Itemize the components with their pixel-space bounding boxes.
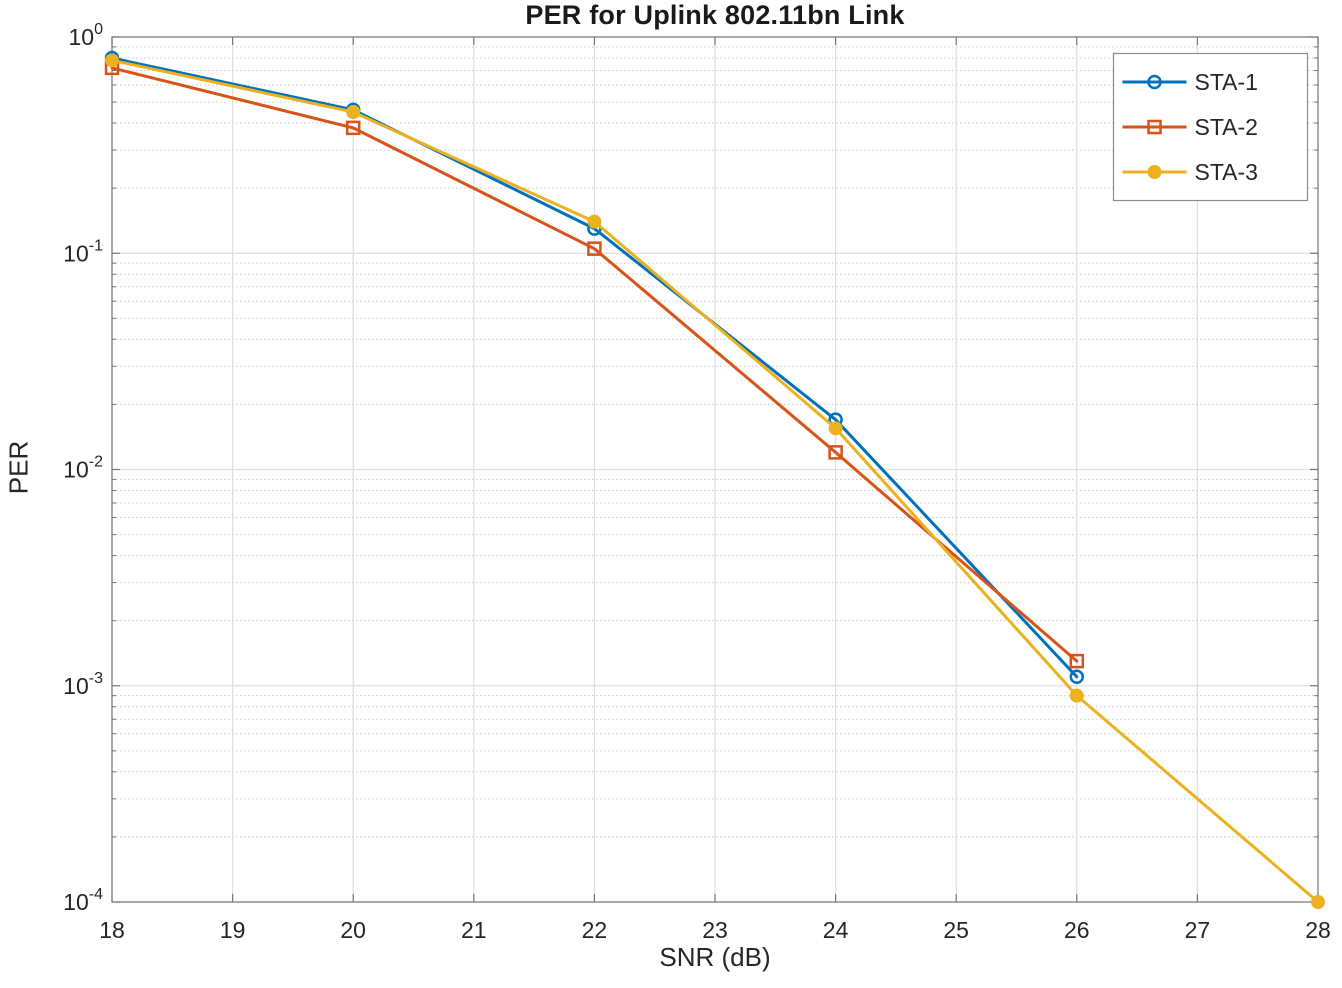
- x-axis-label: SNR (dB): [659, 942, 771, 972]
- x-tick-label-28: 28: [1305, 917, 1331, 943]
- legend-item-sta-1: STA-1: [1122, 69, 1258, 95]
- marker-sta-1-26: [1069, 669, 1085, 685]
- series-line-sta-3: [110, 58, 1320, 904]
- y-tick-label-1e-4: 10-4: [63, 886, 103, 915]
- legend-item-sta-3: STA-3: [1122, 159, 1258, 185]
- x-tick-label-27: 27: [1185, 917, 1211, 943]
- y-tick-label-1e-3: 10-3: [63, 670, 103, 699]
- y-tick-exponent: -4: [89, 886, 103, 903]
- x-tick-label-19: 19: [220, 917, 246, 943]
- y-tick-label-1e-2: 10-2: [63, 454, 103, 483]
- marker-sta-3-18: [105, 53, 119, 68]
- axes: [111, 36, 1319, 903]
- series-group: [104, 50, 1325, 909]
- x-tick-label-23: 23: [702, 917, 728, 943]
- x-tick-label-26: 26: [1064, 917, 1090, 943]
- marker-sta-2-26: [1069, 653, 1085, 669]
- x-tick-label-20: 20: [340, 917, 366, 943]
- y-tick-exponent: -3: [89, 670, 103, 687]
- x-tick-label-22: 22: [582, 917, 608, 943]
- x-tick-label-25: 25: [943, 917, 969, 943]
- y-tick-base: 10: [63, 673, 89, 699]
- marker-sta-3-26: [1069, 688, 1084, 703]
- series-sta-3: [105, 53, 1325, 909]
- y-tick-base: 10: [63, 457, 89, 483]
- marker-sta-3-22: [587, 214, 602, 229]
- legend-label-sta-2: STA-2: [1195, 114, 1258, 140]
- y-tick-label-1e0: 100: [69, 21, 104, 50]
- marker-sta-2-24: [828, 445, 843, 460]
- marker-sta-2-20: [345, 120, 361, 136]
- tick-labels: 18 19 20 21 22 23 24 25 26 27 2810010-110-210-310-…: [63, 21, 1331, 943]
- series-sta-2: [104, 60, 1085, 669]
- y-tick-exponent: -2: [89, 454, 103, 471]
- y-tick-base: 10: [63, 889, 89, 915]
- marker-sta-3-20: [346, 104, 361, 119]
- chart-title: PER for Uplink 802.11bn Link: [525, 0, 905, 30]
- x-tick-label-21: 21: [461, 917, 487, 943]
- y-tick-base: 10: [63, 240, 89, 266]
- x-tick-label-18: 18: [99, 917, 125, 943]
- y-tick-exponent: -1: [89, 237, 103, 254]
- series-line-sta-2: [110, 66, 1079, 663]
- y-tick-label-1e-1: 10-1: [63, 237, 103, 266]
- legend-marker-sta-3: [1147, 165, 1162, 179]
- y-tick-exponent: 0: [94, 21, 103, 38]
- marker-sta-2-22: [587, 241, 602, 256]
- legend: STA-1 STA-2 STA-3: [1112, 52, 1309, 202]
- legend-label-sta-1: STA-1: [1195, 69, 1258, 95]
- y-axis-label: PER: [3, 440, 34, 495]
- legend-marker-sta-1: [1147, 74, 1162, 90]
- marker-sta-3-24: [828, 421, 843, 436]
- legend-marker-sta-2: [1147, 119, 1162, 135]
- legend-label-sta-3: STA-3: [1195, 159, 1258, 185]
- marker-sta-3-28: [1311, 895, 1325, 909]
- legend-item-sta-2: STA-2: [1122, 114, 1258, 140]
- y-tick-base: 10: [69, 24, 95, 50]
- x-tick-label-24: 24: [823, 917, 849, 943]
